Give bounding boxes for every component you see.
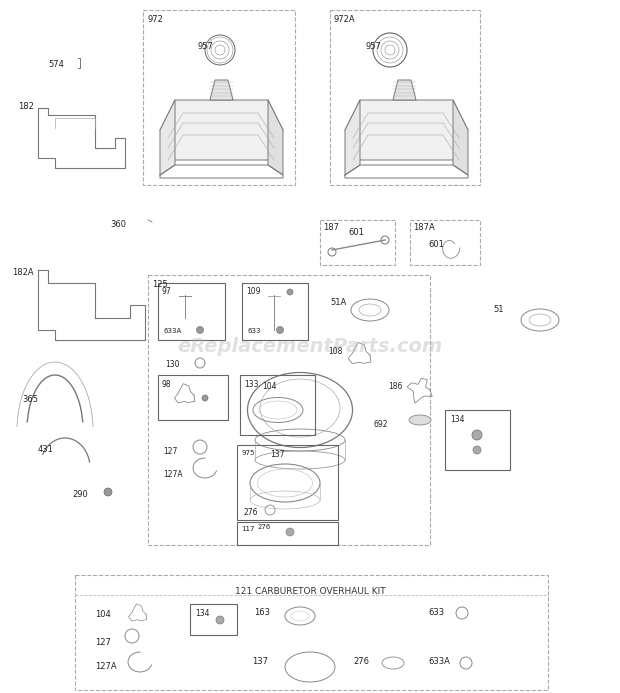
Text: 431: 431 [38,445,54,454]
Text: 276: 276 [258,524,272,530]
Polygon shape [160,100,175,175]
Bar [75,575,548,690]
Text: 98: 98 [162,380,172,389]
Text: 125: 125 [152,280,168,289]
Text: 276: 276 [244,508,259,517]
Text: 104: 104 [95,610,111,619]
Circle shape [277,326,283,333]
Text: 692: 692 [374,420,389,429]
Text: 51: 51 [493,305,503,314]
Text: eReplacementParts.com: eReplacementParts.com [177,337,443,356]
Text: 186: 186 [388,382,402,391]
Text: 633A: 633A [428,657,450,666]
Bar [240,375,315,435]
Text: 633A: 633A [163,328,181,334]
Circle shape [473,446,481,454]
Text: 104: 104 [262,382,277,391]
Text: 137: 137 [270,450,285,459]
Circle shape [216,616,224,624]
Text: 182A: 182A [12,268,33,277]
Bar [410,220,480,265]
Bar [158,375,228,420]
Text: 121 CARBURETOR OVERHAUL KIT: 121 CARBURETOR OVERHAUL KIT [235,587,385,596]
Text: 187A: 187A [413,223,435,232]
Text: 633: 633 [428,608,444,617]
Bar [190,604,237,635]
Text: 601: 601 [428,240,444,249]
Ellipse shape [409,415,431,425]
Text: 957: 957 [198,42,214,51]
Polygon shape [160,100,283,160]
Polygon shape [268,100,283,175]
Text: 137: 137 [252,657,268,666]
Circle shape [104,488,112,496]
Text: 127A: 127A [95,662,117,671]
Text: 601: 601 [348,228,364,237]
Text: 365: 365 [22,395,38,404]
Bar [158,283,225,340]
Text: 187: 187 [323,223,339,232]
Text: 127A: 127A [163,470,183,479]
Text: 972A: 972A [334,15,356,24]
Bar [330,10,480,185]
Bar [320,220,395,265]
Polygon shape [393,80,416,100]
Circle shape [286,528,294,536]
Bar [143,10,295,185]
Circle shape [287,289,293,295]
Text: 127: 127 [95,638,111,647]
Bar [237,522,338,545]
Text: 130: 130 [165,360,180,369]
Text: 97: 97 [162,287,172,296]
Text: 574: 574 [48,60,64,69]
Text: 108: 108 [328,347,342,356]
Polygon shape [210,80,233,100]
Circle shape [197,326,203,333]
Text: 127: 127 [163,447,177,456]
Circle shape [472,430,482,440]
Bar [242,283,308,340]
Text: 51A: 51A [330,298,346,307]
Text: 957: 957 [366,42,382,51]
Text: 972: 972 [147,15,163,24]
Text: 133: 133 [244,380,259,389]
Circle shape [202,395,208,401]
Text: 134: 134 [450,415,464,424]
Text: 117: 117 [241,526,254,532]
Text: 975: 975 [241,450,254,456]
Text: 360: 360 [110,220,126,229]
Text: 633: 633 [248,328,262,334]
Text: 276: 276 [353,657,369,666]
Bar [445,410,510,470]
Text: 182: 182 [18,102,34,111]
Text: 163: 163 [254,608,270,617]
Polygon shape [345,100,360,175]
Bar [148,275,430,545]
Text: 290: 290 [72,490,88,499]
Polygon shape [345,100,468,160]
Bar [237,445,338,520]
Text: 109: 109 [246,287,260,296]
Text: 134: 134 [195,609,210,618]
Polygon shape [453,100,468,175]
